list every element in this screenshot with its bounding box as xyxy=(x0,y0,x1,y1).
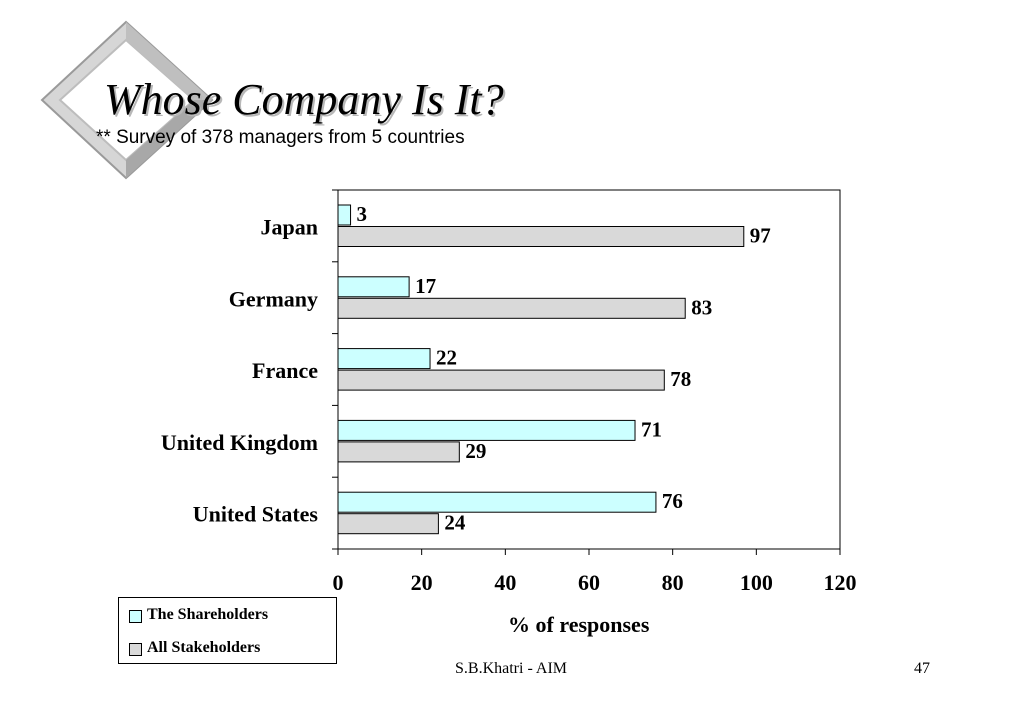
bar xyxy=(337,369,665,391)
data-label: 22 xyxy=(436,346,457,370)
data-label: 17 xyxy=(415,274,436,298)
footer-author: S.B.Khatri - AIM xyxy=(455,660,567,677)
bar xyxy=(337,441,460,463)
page-number: 47 xyxy=(914,660,930,677)
bar xyxy=(337,297,686,319)
data-label: 29 xyxy=(465,439,486,463)
x-tick-label: 0 xyxy=(333,570,344,595)
category-label: United Kingdom xyxy=(161,430,318,455)
data-label: 24 xyxy=(444,511,466,535)
slide-title: Whose Company Is It? xyxy=(104,75,504,124)
data-label: 78 xyxy=(670,367,691,391)
x-tick-label: 80 xyxy=(662,570,684,595)
decorative-diamond-logo xyxy=(0,0,240,200)
x-tick-label: 60 xyxy=(578,570,600,595)
x-tick-label: 40 xyxy=(494,570,516,595)
x-tick-label: 120 xyxy=(824,570,857,595)
data-label: 71 xyxy=(641,417,662,441)
legend-item-shareholders: The Shareholders xyxy=(129,606,269,624)
x-tick-label: 100 xyxy=(740,570,773,595)
category-label: France xyxy=(252,358,318,383)
data-label: 97 xyxy=(750,224,771,248)
chart-legend: The Shareholders All Stakeholders xyxy=(118,597,337,664)
x-axis-label: % of responses xyxy=(508,612,650,637)
plot-area xyxy=(337,189,841,550)
bar xyxy=(337,226,745,247)
slide-subtitle: ** Survey of 378 managers from 5 countri… xyxy=(96,127,465,148)
data-label: 3 xyxy=(357,202,368,226)
legend-swatch-stakeholders xyxy=(129,643,142,656)
data-label: 83 xyxy=(691,295,712,319)
bar xyxy=(337,348,431,370)
category-label: United States xyxy=(193,502,319,527)
category-label: Germany xyxy=(229,286,318,311)
legend-swatch-shareholders xyxy=(129,610,142,623)
x-tick-label: 20 xyxy=(411,570,433,595)
bar xyxy=(337,491,657,513)
bar xyxy=(337,204,352,226)
bar xyxy=(337,419,636,441)
legend-label-shareholders: The Shareholders xyxy=(147,606,269,623)
bar xyxy=(337,513,439,535)
bar xyxy=(337,276,410,298)
legend-label-stakeholders: All Stakeholders xyxy=(147,639,261,656)
legend-item-stakeholders: All Stakeholders xyxy=(129,639,261,657)
category-label: Japan xyxy=(261,215,318,240)
data-label: 76 xyxy=(662,489,683,513)
